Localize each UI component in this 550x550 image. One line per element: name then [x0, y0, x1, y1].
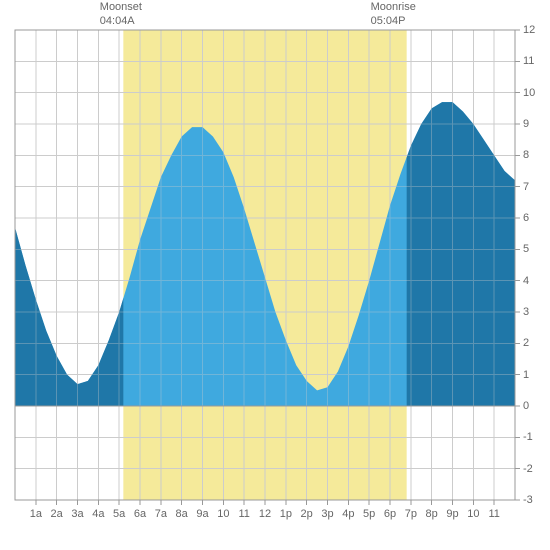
annotation-moonrise: Moonrise 05:04P: [371, 0, 416, 29]
x-tick-label: 8p: [426, 508, 438, 520]
x-tick-label: 8a: [176, 508, 188, 520]
y-tick-label: 1: [523, 369, 529, 381]
x-tick-label: 7a: [155, 508, 167, 520]
chart-svg: [0, 0, 550, 550]
x-tick-label: 7p: [405, 508, 417, 520]
x-axis-labels: 1a 2a 3a 4a 5a 6a 7a 8a 9a 10 11 12 1p 2p 3p 4p 5p 6p 7p 8p…: [0, 508, 550, 528]
y-axis-labels: -3-2-10123456789101112: [523, 0, 550, 550]
y-tick-label: -2: [523, 463, 533, 475]
y-tick-label: 7: [523, 181, 529, 193]
y-tick-label: 10: [523, 87, 535, 99]
y-tick-label: 9: [523, 118, 529, 130]
x-tick-label: 4a: [92, 508, 104, 520]
annotation-moonset-time: 04:04A: [100, 14, 142, 28]
y-tick-label: 11: [523, 55, 534, 67]
y-tick-label: 6: [523, 212, 529, 224]
x-tick-label: 5a: [113, 508, 125, 520]
x-tick-label: 1a: [30, 508, 42, 520]
x-tick-label: 1p: [280, 508, 292, 520]
x-tick-label: 5p: [363, 508, 375, 520]
y-tick-label: 5: [523, 243, 529, 255]
x-tick-label: 2a: [51, 508, 63, 520]
x-tick-label: 11: [488, 508, 499, 520]
y-tick-label: 12: [523, 24, 535, 36]
y-tick-label: -1: [523, 431, 533, 443]
x-tick-label: 12: [259, 508, 271, 520]
x-tick-label: 3p: [321, 508, 333, 520]
annotation-moonrise-title: Moonrise: [371, 0, 416, 14]
x-tick-label: 2p: [301, 508, 313, 520]
annotation-moonset: Moonset 04:04A: [100, 0, 142, 29]
x-tick-label: 9p: [446, 508, 458, 520]
y-tick-label: 3: [523, 306, 529, 318]
y-tick-label: 2: [523, 337, 529, 349]
x-tick-label: 10: [467, 508, 479, 520]
tide-chart: Moonset 04:04A Moonrise 05:04P 1a 2a 3a 4a 5…: [0, 0, 550, 550]
x-tick-label: 6p: [384, 508, 396, 520]
x-tick-label: 6a: [134, 508, 146, 520]
x-tick-label: 9a: [196, 508, 208, 520]
x-tick-label: 4p: [342, 508, 354, 520]
y-tick-label: 0: [523, 400, 529, 412]
y-tick-label: 8: [523, 149, 529, 161]
x-tick-label: 3a: [71, 508, 83, 520]
x-tick-label: 10: [217, 508, 229, 520]
annotation-moonrise-time: 05:04P: [371, 14, 416, 28]
y-tick-label: -3: [523, 494, 533, 506]
y-tick-label: 4: [523, 275, 529, 287]
annotation-moonset-title: Moonset: [100, 0, 142, 14]
x-tick-label: 11: [238, 508, 249, 520]
